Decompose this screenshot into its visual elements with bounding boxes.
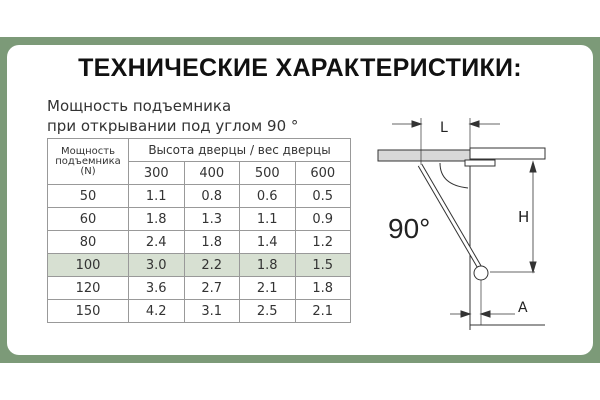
angle-label: 90°: [388, 213, 430, 244]
label-a: A: [518, 300, 528, 316]
row-header: Мощность подъемника (N): [47, 138, 129, 185]
table-row: 150 4.2 3.1 2.5 2.1: [47, 299, 351, 323]
weight-cell: 2.4: [128, 230, 185, 254]
table-row: 50 1.1 0.8 0.6 0.5: [47, 184, 351, 208]
spec-table: Мощность подъемника (N) Высота дверцы / ве…: [47, 138, 351, 323]
hinge: [464, 159, 496, 167]
table-caption: Мощность подъемника при открывании под у…: [47, 96, 298, 136]
weight-cell: 1.8: [294, 276, 351, 300]
table-row: 60 1.8 1.3 1.1 0.9: [47, 207, 351, 231]
weight-cell: 2.1: [239, 276, 296, 300]
arrow-icon: [411, 120, 423, 128]
weight-cell: 1.1: [239, 207, 296, 231]
table-row: 100 3.0 2.2 1.8 1.5: [47, 253, 351, 277]
caption-line-1: Мощность подъемника: [47, 97, 232, 115]
weight-cell: 2.7: [183, 276, 240, 300]
weight-cell: 2.2: [183, 253, 240, 277]
strut-mount: [473, 265, 489, 281]
page-title: ТЕХНИЧЕСКИЕ ХАРАКТЕРИСТИКИ:: [78, 54, 522, 82]
caption-line-2: при открывании под углом 90 °: [47, 117, 299, 135]
force-cell: 100: [47, 253, 129, 277]
arrow-icon: [468, 120, 480, 128]
weight-cell: 3.1: [183, 299, 240, 323]
weight-cell: 1.8: [183, 230, 240, 254]
label-h: H: [518, 208, 529, 226]
group-header: Высота дверцы / вес дверцы: [128, 138, 351, 162]
weight-cell: 0.9: [294, 207, 351, 231]
weight-cell: 0.6: [239, 184, 296, 208]
cabinet-top: [377, 149, 471, 162]
force-cell: 50: [47, 184, 129, 208]
force-cell: 60: [47, 207, 129, 231]
weight-cell: 3.6: [128, 276, 185, 300]
weight-cell: 1.1: [128, 184, 185, 208]
label-l: L: [440, 120, 448, 136]
force-cell: 150: [47, 299, 129, 323]
force-cell: 120: [47, 276, 129, 300]
column-header: 600: [294, 161, 351, 185]
angle-arc: [439, 162, 469, 189]
weight-cell: 2.1: [294, 299, 351, 323]
door-panel: [469, 147, 546, 160]
weight-cell: 4.2: [128, 299, 185, 323]
table-row: 120 3.6 2.7 2.1 1.8: [47, 276, 351, 300]
